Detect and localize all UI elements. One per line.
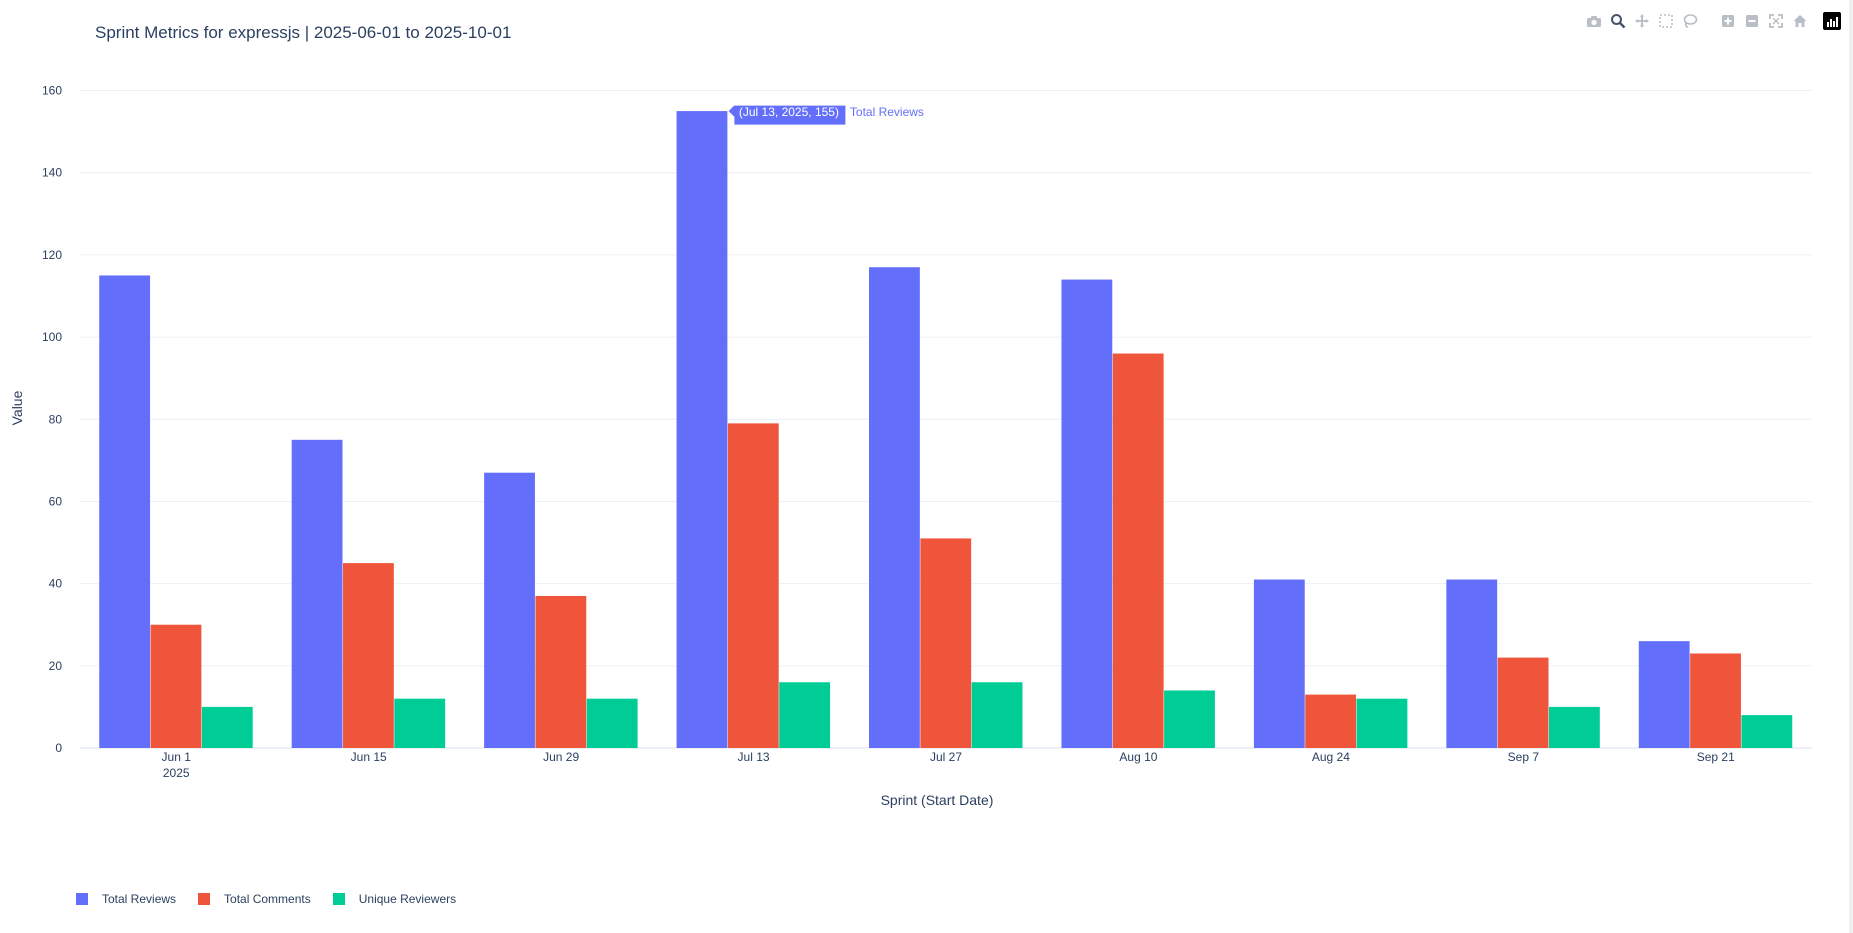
bar[interactable] (920, 538, 972, 748)
bar[interactable] (291, 439, 343, 748)
x-tick-label: Jul 13 (738, 750, 770, 764)
pan-icon[interactable] (1633, 12, 1651, 30)
tooltip-text: (Jul 13, 2025, 155) (739, 105, 839, 119)
legend-item-total-reviews[interactable]: Total Reviews (76, 892, 176, 906)
y-tick-label: 160 (42, 84, 62, 98)
bar[interactable] (1356, 698, 1408, 748)
bar[interactable] (1253, 579, 1305, 748)
legend-swatch (198, 893, 211, 905)
y-tick-label: 40 (49, 577, 63, 591)
x-tick-label: Aug 24 (1312, 750, 1350, 764)
bar[interactable] (971, 682, 1023, 748)
hover-tooltip: (Jul 13, 2025, 155) Total Reviews (727, 104, 924, 126)
bar[interactable] (1690, 653, 1741, 748)
zoom-icon[interactable] (1609, 12, 1627, 30)
bar[interactable] (779, 682, 831, 748)
bar[interactable] (1741, 715, 1793, 748)
bar[interactable] (1061, 279, 1113, 748)
y-tick-label: 60 (49, 494, 63, 508)
x-tick-label: Jul 27 (930, 750, 962, 764)
x-tick-label: Sep 21 (1697, 750, 1735, 764)
bar[interactable] (343, 563, 394, 748)
bar[interactable] (1112, 353, 1164, 748)
x-tick-label: Jun 29 (543, 750, 579, 764)
x-axis-title: Sprint (Start Date) (881, 792, 994, 808)
legend-swatch (76, 893, 88, 905)
bar[interactable] (1548, 706, 1600, 748)
zoom-in-icon[interactable] (1719, 12, 1737, 30)
bar[interactable] (150, 624, 202, 748)
page-scrollbar[interactable] (1849, 0, 1853, 933)
bar[interactable] (727, 423, 779, 748)
chart-title: Sprint Metrics for expressjs | 2025-06-0… (95, 23, 511, 42)
y-tick-label: 140 (42, 166, 62, 180)
bar[interactable] (869, 267, 920, 748)
x-tick-label: Jun 1 (162, 750, 192, 764)
legend-label: Unique Reviewers (358, 892, 457, 906)
legend-swatch (332, 893, 345, 905)
box-select-icon[interactable] (1657, 12, 1675, 30)
bar[interactable] (484, 472, 535, 748)
zoom-out-icon[interactable] (1743, 12, 1761, 30)
bar[interactable] (1305, 694, 1357, 748)
x-tick-label: Sep 7 (1508, 750, 1540, 764)
bar[interactable] (394, 698, 446, 748)
legend-label: Total Reviews (102, 892, 177, 906)
y-axis-ticks: 0 20 40 60 80 100 120 140 160 (42, 84, 62, 755)
y-tick-label: 120 (42, 248, 62, 262)
y-axis-title: Value (9, 390, 25, 425)
legend-label: Total Comments (224, 892, 311, 906)
y-tick-label: 100 (42, 330, 62, 344)
y-tick-label: 80 (49, 412, 63, 426)
bar[interactable] (99, 275, 151, 748)
bar[interactable] (1446, 579, 1498, 748)
bar[interactable] (1164, 690, 1215, 748)
bar[interactable] (676, 111, 728, 748)
legend: Total Reviews Total Comments Unique Revi… (76, 892, 456, 906)
y-tick-label: 0 (55, 741, 62, 755)
bars[interactable] (99, 111, 1793, 748)
x-axis-ticks: Jun 1 2025 Jun 15 Jun 29 Jul 13 Jul 27 Aug 10 A… (162, 750, 1736, 780)
y-tick-label: 20 (49, 659, 63, 673)
autoscale-icon[interactable] (1767, 12, 1785, 30)
legend-item-unique-reviewers[interactable]: Unique Reviewers (332, 892, 457, 906)
bar[interactable] (535, 595, 587, 748)
camera-icon[interactable] (1585, 12, 1603, 30)
x-tick-label: Jun 15 (351, 750, 387, 764)
bar[interactable] (201, 706, 253, 748)
plotly-logo-icon[interactable] (1823, 12, 1841, 30)
tooltip-box (727, 104, 847, 126)
bar[interactable] (1497, 657, 1549, 748)
tooltip-series-label: Total Reviews (850, 105, 924, 119)
x-tick-label: Aug 10 (1119, 750, 1157, 764)
bar[interactable] (586, 698, 638, 748)
modebar (1585, 10, 1841, 32)
lasso-icon[interactable] (1681, 12, 1699, 30)
reset-axes-icon[interactable] (1791, 12, 1809, 30)
x-tick-year-label: 2025 (163, 766, 190, 780)
bar[interactable] (1638, 641, 1690, 748)
legend-item-total-comments[interactable]: Total Comments (198, 892, 311, 906)
